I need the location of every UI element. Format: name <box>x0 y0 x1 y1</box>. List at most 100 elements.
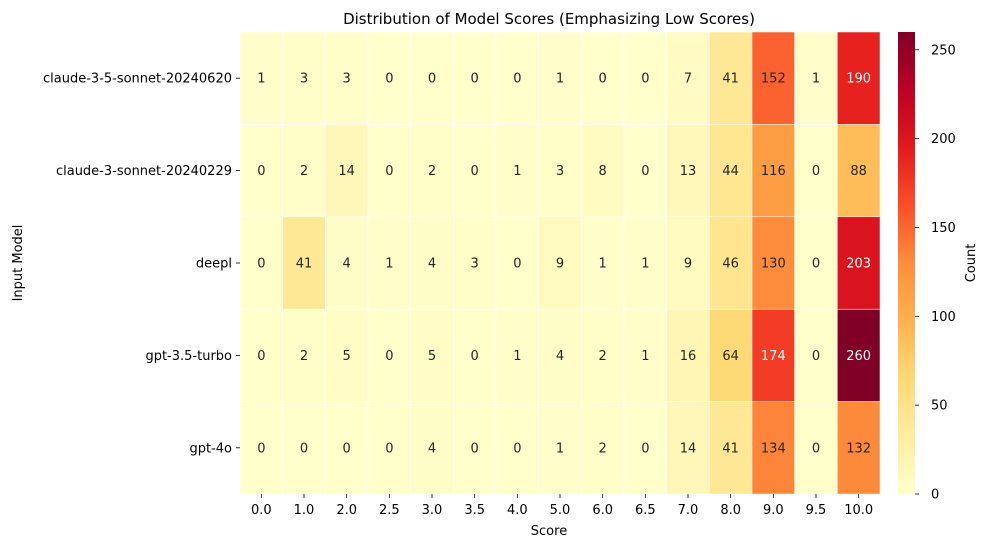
heatmap-cell <box>623 308 667 402</box>
x-tick-label: 1.0 <box>294 503 315 518</box>
cell-value-label: 9 <box>684 257 692 272</box>
heatmap-cell <box>453 31 497 125</box>
heatmap-cell <box>666 401 710 495</box>
heatmap-cell <box>453 216 497 310</box>
x-axis-title: Score <box>531 524 567 539</box>
x-tick-label: 0.0 <box>251 503 272 518</box>
cell-value-label: 4 <box>428 257 436 272</box>
heatmap-cell <box>709 216 753 310</box>
heatmap-cell <box>538 216 582 310</box>
y-tick-label: gpt-3.5-turbo <box>145 349 232 364</box>
cell-value-label: 132 <box>846 441 871 456</box>
heatmap-cell <box>538 401 582 495</box>
x-tick-label: 4.0 <box>507 503 528 518</box>
heatmap-cell <box>410 308 454 402</box>
heatmap-cell <box>495 216 539 310</box>
heatmap-cell <box>282 308 326 402</box>
heatmap-cell <box>837 216 881 310</box>
cell-value-label: 1 <box>385 257 393 272</box>
cell-value-label: 0 <box>385 441 393 456</box>
heatmap-cell <box>495 124 539 218</box>
cell-value-label: 0 <box>599 72 607 87</box>
heatmap-cell <box>410 216 454 310</box>
cell-value-label: 4 <box>428 441 436 456</box>
heatmap-cell <box>239 31 283 125</box>
heatmap-cell <box>623 31 667 125</box>
cell-value-label: 0 <box>812 257 820 272</box>
heatmap-cell <box>709 308 753 402</box>
cell-value-label: 0 <box>641 164 649 179</box>
cell-value-label: 1 <box>513 164 521 179</box>
cell-value-label: 0 <box>812 441 820 456</box>
heatmap-cell <box>325 124 369 218</box>
heatmap-cell <box>282 31 326 125</box>
cell-value-label: 4 <box>343 257 351 272</box>
cell-value-label: 1 <box>556 441 564 456</box>
cell-value-label: 88 <box>850 164 867 179</box>
heatmap-cell <box>367 308 411 402</box>
cell-value-label: 0 <box>385 164 393 179</box>
x-axis-ticks: 0.0 1.0 2.0 2.5 3.0 3.5 4.0 5.0 6.0 6.5 7.0 8.0 9.0 9… <box>251 494 873 518</box>
cell-value-label: 0 <box>385 72 393 87</box>
cell-value-label: 7 <box>684 72 692 87</box>
cell-value-label: 0 <box>385 349 393 364</box>
heatmap-cell <box>751 124 795 218</box>
cell-value-label: 4 <box>556 349 564 364</box>
cell-value-label: 1 <box>641 349 649 364</box>
heatmap-cell <box>453 401 497 495</box>
cell-value-label: 0 <box>471 72 479 87</box>
cell-value-label: 0 <box>471 441 479 456</box>
cell-value-label: 134 <box>761 441 786 456</box>
cell-value-label: 174 <box>761 349 786 364</box>
cell-value-label: 203 <box>846 257 871 272</box>
heatmap-cell <box>581 401 625 495</box>
heatmap-cell <box>837 124 881 218</box>
heatmap-cell <box>581 308 625 402</box>
cell-value-label: 0 <box>257 257 265 272</box>
cell-value-label: 3 <box>343 72 351 87</box>
cell-value-label: 14 <box>680 441 697 456</box>
cell-value-label: 41 <box>722 441 739 456</box>
cell-value-label: 3 <box>471 257 479 272</box>
x-tick-label: 6.0 <box>592 503 613 518</box>
x-tick-label: 3.0 <box>422 503 443 518</box>
heatmap-cell <box>239 216 283 310</box>
cell-value-label: 0 <box>257 441 265 456</box>
cell-value-label: 0 <box>812 349 820 364</box>
heatmap-cell <box>538 308 582 402</box>
cell-value-label: 0 <box>513 72 521 87</box>
cell-value-label: 116 <box>761 164 786 179</box>
heatmap-cell <box>367 124 411 218</box>
cell-value-label: 64 <box>722 349 739 364</box>
cell-value-label: 0 <box>257 164 265 179</box>
cell-value-label: 130 <box>761 257 786 272</box>
x-tick-label: 3.5 <box>464 503 485 518</box>
cell-value-label: 1 <box>641 257 649 272</box>
heatmap-cell <box>794 31 838 125</box>
heatmap-cell <box>794 308 838 402</box>
cell-value-label: 0 <box>641 72 649 87</box>
y-axis-ticks: claude-3-5-sonnet-20240620 claude-3-sonne… <box>43 72 240 456</box>
x-tick-label: 8.0 <box>720 503 741 518</box>
cell-value-label: 5 <box>428 349 436 364</box>
heatmap-cell <box>837 31 881 125</box>
heatmap-cell <box>367 401 411 495</box>
cell-value-label: 0 <box>812 164 820 179</box>
heatmap-cell <box>325 31 369 125</box>
x-tick-label: 9.0 <box>763 503 784 518</box>
heatmap-cell <box>794 401 838 495</box>
x-tick-label: 2.5 <box>379 503 400 518</box>
cell-value-label: 41 <box>722 72 739 87</box>
y-axis-title: Input Model <box>11 225 26 302</box>
colorbar-ticks: 0 50 100 150 200 250 <box>915 43 956 503</box>
cell-value-label: 152 <box>761 72 786 87</box>
cell-value-label: 1 <box>257 72 265 87</box>
heatmap-cell <box>410 124 454 218</box>
heatmap-cell <box>623 401 667 495</box>
x-tick-label: 2.0 <box>336 503 357 518</box>
cell-value-label: 2 <box>300 349 308 364</box>
heatmap-cell <box>239 308 283 402</box>
x-tick-label: 6.5 <box>635 503 656 518</box>
cell-value-label: 190 <box>846 72 871 87</box>
cell-value-label: 0 <box>513 257 521 272</box>
